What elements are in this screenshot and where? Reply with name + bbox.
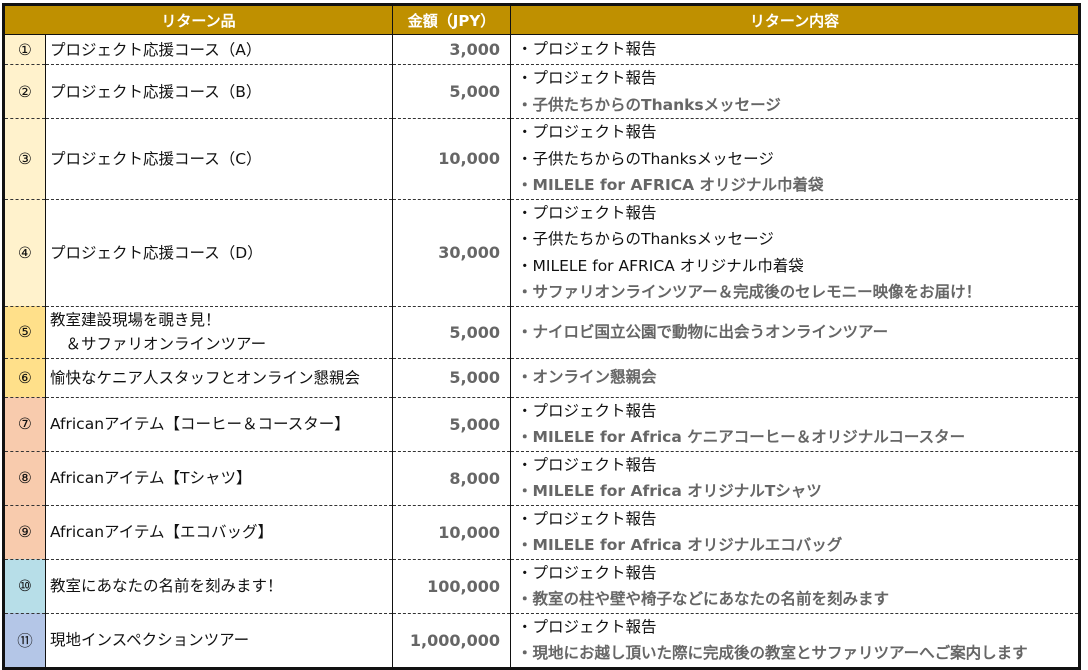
return-content: ・プロジェクト報告・MILELE for Africa ケニアコーヒー＆オリジナ… — [510, 396, 1080, 452]
table-row: ⑪ 現地インスペクションツアー 1,000,000 ・プロジェクト報告 ・現地にお越し頂… — [3, 612, 1080, 669]
content-line: ・プロジェクト報告 — [517, 617, 657, 636]
name-line: 現地インスペクションツアー — [50, 631, 250, 649]
name-line: プロジェクト応援コース（C） — [50, 149, 262, 168]
content-line: ・オンライン懇親会 — [517, 368, 657, 387]
amount: 5,000 — [392, 396, 512, 452]
return-content: ・プロジェクト報告・教室の柱や壁や椅子などにあなたの名前を刻みます — [510, 558, 1080, 614]
amount: 10,000 — [392, 504, 512, 560]
row-number: ⑧ — [3, 450, 46, 506]
table-row: ⑨ Africanアイテム【エコバッグ】 10,000 ・プロジェクト報告 ・MILEL… — [3, 504, 1080, 560]
return-item-name: 愉快なケニア人スタッフとオンライン懇親会 — [44, 357, 394, 398]
content-line: ・プロジェクト報告 — [517, 40, 657, 59]
content-line: ・MILELE for AFRICA オリジナル巾着袋 — [517, 256, 804, 275]
table-row: ⑧ Africanアイテム【Tシャツ】 8,000 ・プロジェクト報告 ・MILELE … — [3, 450, 1080, 506]
content-line: ・プロジェクト報告 — [517, 509, 657, 528]
content-line: ・MILELE for Africa ケニアコーヒー＆オリジナルコースター — [517, 428, 966, 446]
name-line: Africanアイテム【コーヒー＆コースター】 — [50, 415, 350, 433]
content-line: ・子供たちからのThanksメッセージ — [517, 149, 774, 168]
header-row: リターン品 金額（JPY） リターン内容 — [2, 4, 1080, 35]
name-line: プロジェクト応援コース（D） — [50, 243, 263, 262]
table-row: ③ プロジェクト応援コース（C） 10,000 ・プロジェクト報告 ・子供たちからのTh… — [3, 118, 1080, 200]
row-number: ⑪ — [3, 612, 46, 669]
amount: 5,000 — [392, 305, 512, 359]
header-amount: 金額（JPY） — [392, 4, 512, 35]
row-number: ⑤ — [3, 305, 46, 359]
amount: 10,000 — [392, 118, 512, 200]
row-number: ③ — [3, 118, 46, 200]
return-content: ・オンライン懇親会 — [510, 357, 1080, 398]
header-content: リターン内容 — [510, 4, 1080, 35]
content-line: ・子供たちからのThanksメッセージ — [517, 95, 781, 114]
return-item-name: プロジェクト応援コース（C） — [44, 118, 394, 200]
returns-table: リターン品 金額（JPY） リターン内容 ① プロジェクト応援コース（A） 3,00… — [2, 3, 1081, 670]
return-item-name: Africanアイテム【エコバッグ】 — [44, 504, 394, 560]
table-row: ⑦ Africanアイテム【コーヒー＆コースター】 5,000 ・プロジェクト報告 ・M… — [3, 396, 1080, 452]
content-line: ・MILELE for Africa オリジナルTシャツ — [517, 482, 822, 500]
content-line: ・教室の柱や壁や椅子などにあなたの名前を刻みます — [517, 590, 890, 608]
return-item-name: プロジェクト応援コース（A） — [44, 34, 394, 65]
row-number: ⑩ — [3, 558, 46, 614]
name-line: ＆サファリオンラインツアー — [50, 335, 267, 353]
name-line: プロジェクト応援コース（A） — [50, 40, 262, 59]
content-line: ・MILELE for AFRICA オリジナル巾着袋 — [517, 176, 824, 194]
name-line: プロジェクト応援コース（B） — [50, 82, 262, 101]
return-item-name: プロジェクト応援コース（D） — [44, 198, 394, 307]
row-number: ① — [3, 34, 46, 65]
return-content: ・プロジェクト報告・子供たちからのThanksメッセージ・MILELE for … — [510, 198, 1080, 307]
return-content: ・プロジェクト報告・子供たちからのThanksメッセージ・MILELE for … — [510, 118, 1080, 200]
header-item: リターン品 — [2, 4, 394, 35]
name-line: Africanアイテム【Tシャツ】 — [50, 469, 252, 487]
amount: 100,000 — [392, 558, 512, 614]
table-row: ⑤ 教室建設現場を覗き見！ ＆サファリオンラインツアー 5,000 ・ナイロビ国立公園… — [3, 305, 1080, 359]
return-content: ・プロジェクト報告・MILELE for Africa オリジナルTシャツ — [510, 450, 1080, 506]
amount: 3,000 — [392, 34, 512, 65]
return-item-name: 現地インスペクションツアー — [44, 612, 394, 669]
return-content: ・プロジェクト報告・MILELE for Africa オリジナルエコバッグ — [510, 504, 1080, 560]
table-row: ② プロジェクト応援コース（B） 5,000 ・プロジェクト報告 ・子供たちからのTha… — [3, 64, 1080, 119]
row-number: ⑦ — [3, 396, 46, 452]
return-item-name: Africanアイテム【コーヒー＆コースター】 — [44, 396, 394, 452]
table-row: ① プロジェクト応援コース（A） 3,000 ・プロジェクト報告 — [3, 34, 1080, 65]
content-line: ・ナイロビ国立公園で動物に出会うオンラインツアー — [517, 322, 889, 341]
return-item-name: Africanアイテム【Tシャツ】 — [44, 450, 394, 506]
return-content: ・プロジェクト報告・現地にお越し頂いた際に完成後の教室とサファリツアーへご案内し… — [510, 612, 1080, 669]
content-line: ・サファリオンラインツアー＆完成後のセレモニー映像をお届け！ — [517, 283, 982, 301]
content-line: ・MILELE for Africa オリジナルエコバッグ — [517, 536, 843, 554]
row-number: ② — [3, 64, 46, 119]
amount: 5,000 — [392, 64, 512, 119]
return-item-name: プロジェクト応援コース（B） — [44, 64, 394, 119]
table-row: ⑩ 教室にあなたの名前を刻みます！ 100,000 ・プロジェクト報告 ・教室の柱や壁や… — [3, 558, 1080, 614]
amount: 5,000 — [392, 357, 512, 398]
content-line: ・現地にお越し頂いた際に完成後の教室とサファリツアーへご案内します — [517, 644, 1028, 662]
amount: 8,000 — [392, 450, 512, 506]
return-content: ・プロジェクト報告・子供たちからのThanksメッセージ — [510, 64, 1080, 119]
table-row: ④ プロジェクト応援コース（D） 30,000 ・プロジェクト報告 ・子供たちからのTh… — [3, 198, 1080, 307]
return-item-name: 教室建設現場を覗き見！ ＆サファリオンラインツアー — [44, 305, 394, 359]
return-content: ・ナイロビ国立公園で動物に出会うオンラインツアー — [510, 305, 1080, 359]
content-line: ・プロジェクト報告 — [517, 123, 657, 141]
name-line: 教室にあなたの名前を刻みます！ — [50, 577, 283, 595]
content-line: ・プロジェクト報告 — [517, 69, 657, 87]
return-item-name: 教室にあなたの名前を刻みます！ — [44, 558, 394, 614]
name-line: 愉快なケニア人スタッフとオンライン懇親会 — [50, 368, 361, 387]
row-number: ⑥ — [3, 357, 46, 398]
content-line: ・子供たちからのThanksメッセージ — [517, 230, 774, 248]
row-number: ④ — [3, 198, 46, 307]
amount: 1,000,000 — [392, 612, 512, 669]
content-line: ・プロジェクト報告 — [517, 401, 657, 420]
name-line: Africanアイテム【エコバッグ】 — [50, 523, 273, 541]
content-line: ・プロジェクト報告 — [517, 563, 657, 582]
content-line: ・プロジェクト報告 — [517, 203, 657, 222]
name-line: 教室建設現場を覗き見！ — [50, 311, 221, 329]
amount: 30,000 — [392, 198, 512, 307]
return-content: ・プロジェクト報告 — [510, 34, 1080, 65]
row-number: ⑨ — [3, 504, 46, 560]
table-row: ⑥ 愉快なケニア人スタッフとオンライン懇親会 5,000 ・オンライン懇親会 — [3, 357, 1080, 398]
content-line: ・プロジェクト報告 — [517, 455, 657, 474]
